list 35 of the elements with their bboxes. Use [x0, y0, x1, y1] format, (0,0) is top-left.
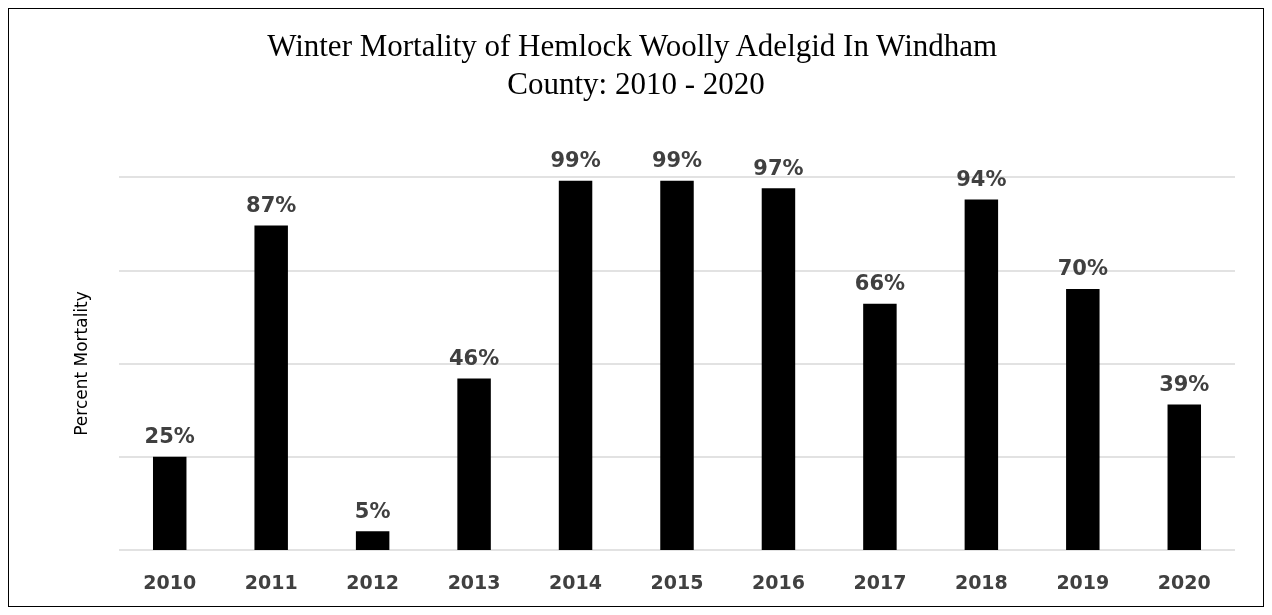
data-label: 66% [854, 271, 906, 296]
x-tick-label: 2010 [143, 570, 197, 593]
bar [355, 531, 390, 550]
x-tick-label: 2013 [447, 570, 501, 593]
bar [660, 180, 694, 550]
data-label: 99% [651, 148, 703, 173]
x-tick-label: 2012 [346, 570, 400, 593]
bar [1167, 404, 1202, 550]
x-tick-label: 2018 [954, 570, 1008, 593]
bar [964, 199, 999, 550]
x-tick-label: 2016 [752, 570, 805, 593]
chart-title: Winter Mortality of Hemlock Woolly Adelgid In Windham County: 2010 - 2020 [267, 27, 1005, 101]
data-label: 46% [448, 345, 500, 370]
bar [761, 188, 796, 550]
x-tick-label: 2011 [244, 570, 298, 593]
bar [457, 378, 491, 550]
bar [558, 180, 593, 550]
x-tick-label: 2019 [1056, 570, 1110, 593]
bar [152, 456, 187, 550]
data-label: 99% [550, 148, 601, 173]
data-label: 97% [753, 155, 804, 180]
data-label: 5% [354, 498, 391, 523]
bar [863, 303, 897, 550]
data-label: 39% [1159, 372, 1210, 397]
x-tick-label: 2015 [650, 570, 704, 593]
bar [254, 225, 288, 550]
x-tick-label: 2020 [1157, 570, 1211, 593]
data-label: 94% [956, 166, 1007, 191]
bar [1066, 288, 1100, 550]
data-label: 25% [144, 424, 195, 449]
x-tick-label: 2014 [549, 570, 602, 593]
data-label: 70% [1057, 256, 1108, 281]
data-label: 87% [246, 192, 297, 217]
y-axis-title: Percent Mortality [70, 291, 91, 436]
x-tick-label: 2017 [853, 570, 907, 593]
